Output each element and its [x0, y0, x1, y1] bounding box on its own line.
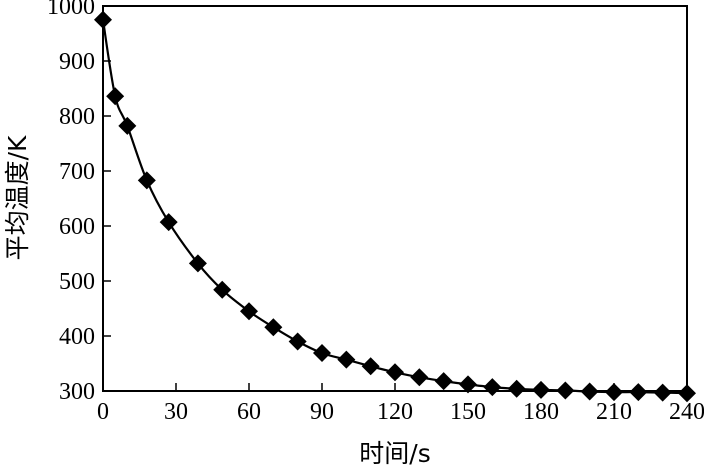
x-tick-label: 60	[237, 399, 261, 425]
data-point-marker	[556, 381, 575, 400]
data-point-marker	[188, 254, 207, 273]
series-markers	[94, 10, 696, 403]
data-point-marker	[483, 378, 502, 397]
y-tick-label: 900	[59, 49, 95, 75]
data-point-marker	[653, 383, 672, 402]
data-point-marker	[288, 332, 307, 351]
series-line	[101, 19, 688, 395]
y-tick-label: 1000	[47, 0, 95, 20]
data-point-marker	[459, 375, 477, 394]
x-axis: 0 30 60 90 120 150 180 210 240	[97, 383, 704, 425]
data-point-marker	[629, 383, 648, 402]
data-point-marker	[213, 280, 232, 299]
x-tick-label: 90	[310, 399, 334, 425]
y-tick-label: 500	[59, 269, 95, 295]
data-point-marker	[159, 213, 178, 232]
data-point-marker	[580, 382, 599, 401]
data-point-marker	[507, 379, 526, 398]
data-point-marker	[94, 10, 112, 29]
y-tick-label: 800	[59, 104, 95, 130]
plot-frame	[102, 5, 688, 392]
y-tick-label: 600	[59, 214, 95, 240]
x-tick-label: 120	[377, 399, 413, 425]
x-tick-label: 30	[164, 399, 188, 425]
data-point-marker	[386, 363, 404, 382]
y-axis: 300 400 500 600 700 800 900 1000	[47, 0, 111, 405]
x-tick-label: 180	[523, 399, 559, 425]
data-point-marker	[137, 171, 156, 190]
y-tick-label: 400	[59, 324, 95, 350]
x-tick-label: 240	[669, 399, 704, 425]
data-point-marker	[410, 368, 429, 387]
data-point-marker	[434, 372, 453, 391]
x-tick-label: 150	[450, 399, 486, 425]
data-point-marker	[532, 380, 550, 399]
data-point-marker	[264, 318, 283, 337]
data-point-marker	[337, 350, 356, 369]
x-tick-label: 210	[596, 399, 632, 425]
data-point-marker	[118, 116, 137, 135]
x-tick-label: 0	[97, 399, 109, 425]
data-point-marker	[106, 87, 125, 106]
y-tick-label: 300	[59, 379, 95, 405]
data-point-marker	[313, 344, 331, 363]
y-tick-label: 700	[59, 159, 95, 185]
data-point-marker	[678, 384, 696, 403]
data-point-marker	[361, 357, 380, 376]
data-point-marker	[605, 383, 623, 402]
data-point-marker	[240, 302, 258, 321]
x-axis-title: 时间/s	[359, 439, 430, 468]
y-axis-title: 平均温度/K	[3, 135, 32, 260]
